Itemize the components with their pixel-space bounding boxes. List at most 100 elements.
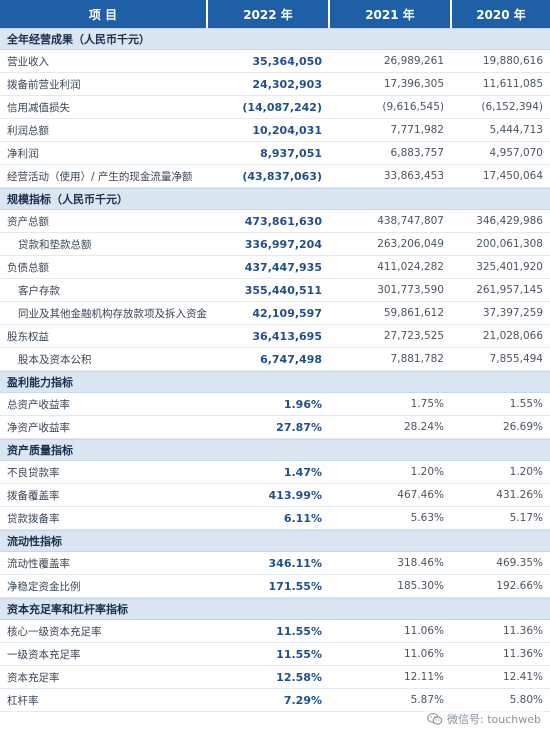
- row-label: 净资产收益率: [7, 421, 70, 434]
- value-2021: 318.46%: [397, 557, 444, 569]
- row-label: 杠杆率: [7, 694, 39, 707]
- row-label: 流动性覆盖率: [7, 557, 70, 570]
- value-2021: (9,616,545): [382, 101, 444, 113]
- value-2020: 12.41%: [502, 671, 543, 683]
- header-2020: 2020 年: [476, 7, 526, 22]
- value-2021: 263,206,049: [377, 238, 444, 250]
- value-2022: 1.47%: [283, 465, 322, 479]
- table-body: 全年经营成果（人民币千元） 营业收入 35,364,050 26,989,261 19,…: [0, 28, 550, 712]
- value-2022: 7.29%: [283, 693, 322, 707]
- value-2021: 12.11%: [403, 671, 444, 683]
- table-row: 客户存款 355,440,511 301,773,590 261,957,145: [0, 279, 550, 302]
- value-2021: 33,863,453: [383, 170, 444, 182]
- section-title: 盈利能力指标: [0, 371, 550, 393]
- watermark: 微信号: touchweb: [424, 710, 544, 728]
- table-row: 资本充足率 12.58% 12.11% 12.41%: [0, 666, 550, 689]
- value-2020: 192.66%: [496, 580, 543, 592]
- table-row: 负债总额 437,447,935 411,024,282 325,401,920: [0, 256, 550, 279]
- section-title: 资本充足率和杠杆率指标: [0, 598, 550, 620]
- value-2020: 431.26%: [496, 489, 543, 501]
- value-2021: 185.30%: [397, 580, 444, 592]
- table-row: 股东权益 36,413,695 27,723,525 21,028,066: [0, 325, 550, 348]
- table-row: 贷款拨备率 6.11% 5.63% 5.17%: [0, 507, 550, 530]
- row-label: 资本充足率: [7, 671, 60, 684]
- value-2020: 37,397,259: [482, 307, 543, 319]
- row-label: 净稳定资金比例: [7, 580, 81, 593]
- section-title: 全年经营成果（人民币千元）: [0, 28, 550, 50]
- row-label: 一级资本充足率: [7, 648, 81, 661]
- value-2020: 1.20%: [509, 466, 543, 478]
- value-2021: 26,989,261: [383, 55, 444, 67]
- row-label: 贷款和垫款总额: [18, 238, 92, 251]
- value-2020: (6,152,394): [481, 101, 543, 113]
- value-2022: 42,109,597: [252, 306, 322, 320]
- value-2020: 261,957,145: [476, 284, 543, 296]
- value-2020: 200,061,308: [476, 238, 543, 250]
- value-2021: 11.06%: [403, 648, 444, 660]
- value-2020: 5,444,713: [489, 124, 543, 136]
- table-row: 营业收入 35,364,050 26,989,261 19,880,616: [0, 50, 550, 73]
- row-label: 股东权益: [7, 330, 49, 343]
- row-label: 同业及其他金融机构存放款项及拆入资金: [18, 307, 207, 320]
- row-label: 营业收入: [7, 55, 49, 68]
- header-item: 项 目: [0, 0, 208, 28]
- value-2022: 24,302,903: [252, 77, 322, 91]
- value-2020: 325,401,920: [476, 261, 543, 273]
- value-2022: 171.55%: [268, 579, 322, 593]
- value-2022: 35,364,050: [252, 54, 322, 68]
- value-2021: 17,396,305: [383, 78, 444, 90]
- section-title: 规模指标（人民币千元）: [0, 188, 550, 210]
- value-2020: 17,450,064: [482, 170, 543, 182]
- value-2021: 7,771,982: [390, 124, 444, 136]
- row-label: 利润总额: [7, 124, 49, 137]
- table-row: 拨备前营业利润 24,302,903 17,396,305 11,611,085: [0, 73, 550, 96]
- row-label: 股本及资本公积: [18, 353, 92, 366]
- section-title: 流动性指标: [0, 530, 550, 552]
- value-2020: 1.55%: [509, 398, 543, 410]
- value-2022: 12.58%: [276, 670, 322, 684]
- value-2020: 5.80%: [509, 694, 543, 706]
- value-2020: 5.17%: [509, 512, 543, 524]
- row-label: 不良贷款率: [7, 466, 60, 479]
- table-row: 资产总额 473,861,630 438,747,807 346,429,986: [0, 210, 550, 233]
- value-2022: (14,087,242): [242, 100, 322, 114]
- table-row: 贷款和垫款总额 336,997,204 263,206,049 200,061,308: [0, 233, 550, 256]
- table-row: 不良贷款率 1.47% 1.20% 1.20%: [0, 461, 550, 484]
- section-title: 资产质量指标: [0, 439, 550, 461]
- table-header: 项 目 2022 年 2021 年 2020 年: [0, 0, 550, 28]
- table-row: 净利润 8,937,051 6,883,757 4,957,070: [0, 142, 550, 165]
- table-row: 净资产收益率 27.87% 28.24% 26.69%: [0, 416, 550, 439]
- value-2021: 301,773,590: [377, 284, 444, 296]
- value-2021: 7,881,782: [390, 353, 444, 365]
- value-2020: 11.36%: [502, 625, 543, 637]
- table-row: 经营活动（使用）/ 产生的现金流量净额 (43,837,063) 33,863,45…: [0, 165, 550, 188]
- value-2022: 355,440,511: [244, 283, 322, 297]
- row-label: 核心一级资本充足率: [7, 625, 102, 638]
- value-2022: 346.11%: [268, 556, 322, 570]
- value-2022: 8,937,051: [260, 146, 322, 160]
- value-2022: 413.99%: [268, 488, 322, 502]
- table-row: 股本及资本公积 6,747,498 7,881,782 7,855,494: [0, 348, 550, 371]
- row-label: 净利润: [7, 147, 39, 160]
- value-2022: 11.55%: [276, 624, 322, 638]
- value-2020: 11.36%: [502, 648, 543, 660]
- value-2021: 411,024,282: [377, 261, 444, 273]
- value-2021: 59,861,612: [383, 307, 444, 319]
- table-row: 总资产收益率 1.96% 1.75% 1.55%: [0, 393, 550, 416]
- value-2021: 28.24%: [403, 421, 444, 433]
- table-row: 杠杆率 7.29% 5.87% 5.80%: [0, 689, 550, 712]
- value-2020: 346,429,986: [476, 215, 543, 227]
- value-2021: 1.75%: [410, 398, 444, 410]
- value-2020: 21,028,066: [482, 330, 543, 342]
- value-2021: 467.46%: [397, 489, 444, 501]
- value-2021: 6,883,757: [390, 147, 444, 159]
- table-row: 同业及其他金融机构存放款项及拆入资金 42,109,597 59,861,612 37…: [0, 302, 550, 325]
- value-2022: 1.96%: [283, 397, 322, 411]
- value-2022: 11.55%: [276, 647, 322, 661]
- row-label: 负债总额: [7, 261, 49, 274]
- table-row: 一级资本充足率 11.55% 11.06% 11.36%: [0, 643, 550, 666]
- table-row: 利润总额 10,204,031 7,771,982 5,444,713: [0, 119, 550, 142]
- value-2022: 6.11%: [283, 511, 322, 525]
- table-row: 信用减值损失 (14,087,242) (9,616,545) (6,152,394): [0, 96, 550, 119]
- value-2020: 469.35%: [496, 557, 543, 569]
